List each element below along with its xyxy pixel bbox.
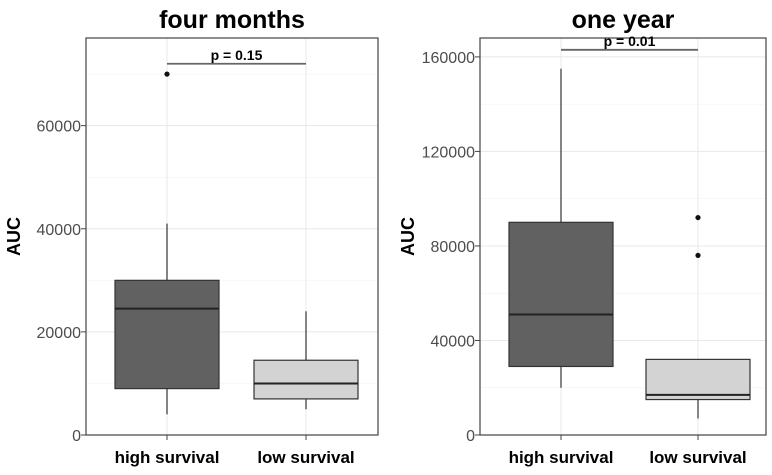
y-tick-label: 120000 [422,144,475,161]
y-tick-label: 80000 [431,239,476,256]
p-value-label: p = 0.15 [211,47,263,63]
outlier-point [164,71,170,77]
outlier-point [695,214,701,221]
chart-panel-2: 0 40000 80000 120000 160000 high survival low … [398,6,767,467]
y-tick-label: 60000 [37,119,82,136]
x-tick-label: low survival [257,448,354,467]
y-tick-label: 40000 [431,333,476,350]
y-tick-label: 20000 [37,325,82,342]
y-axis-label: AUC [398,217,418,256]
y-axis-label: AUC [4,217,24,256]
y-tick-label: 160000 [422,50,475,67]
chart-title: one year [572,6,675,34]
outlier-point [695,252,701,259]
box-high-survival [114,279,220,390]
plot-border [85,37,379,436]
x-tick-label: high survival [509,448,614,467]
y-tick-label: 40000 [37,222,82,239]
y-tick-label: 0 [72,428,81,445]
chart-panel-1: 0 20000 40000 60000 high survival low surviva… [4,6,379,467]
x-tick-label: low survival [649,448,746,467]
plot-border [479,37,767,436]
box-high-survival [508,221,614,368]
box-low-survival [645,358,751,401]
chart-title: four months [159,6,305,34]
p-value-label: p = 0.01 [604,33,656,49]
y-tick-label: 0 [466,428,475,445]
box-low-survival [253,359,359,400]
x-tick-label: high survival [115,448,220,467]
